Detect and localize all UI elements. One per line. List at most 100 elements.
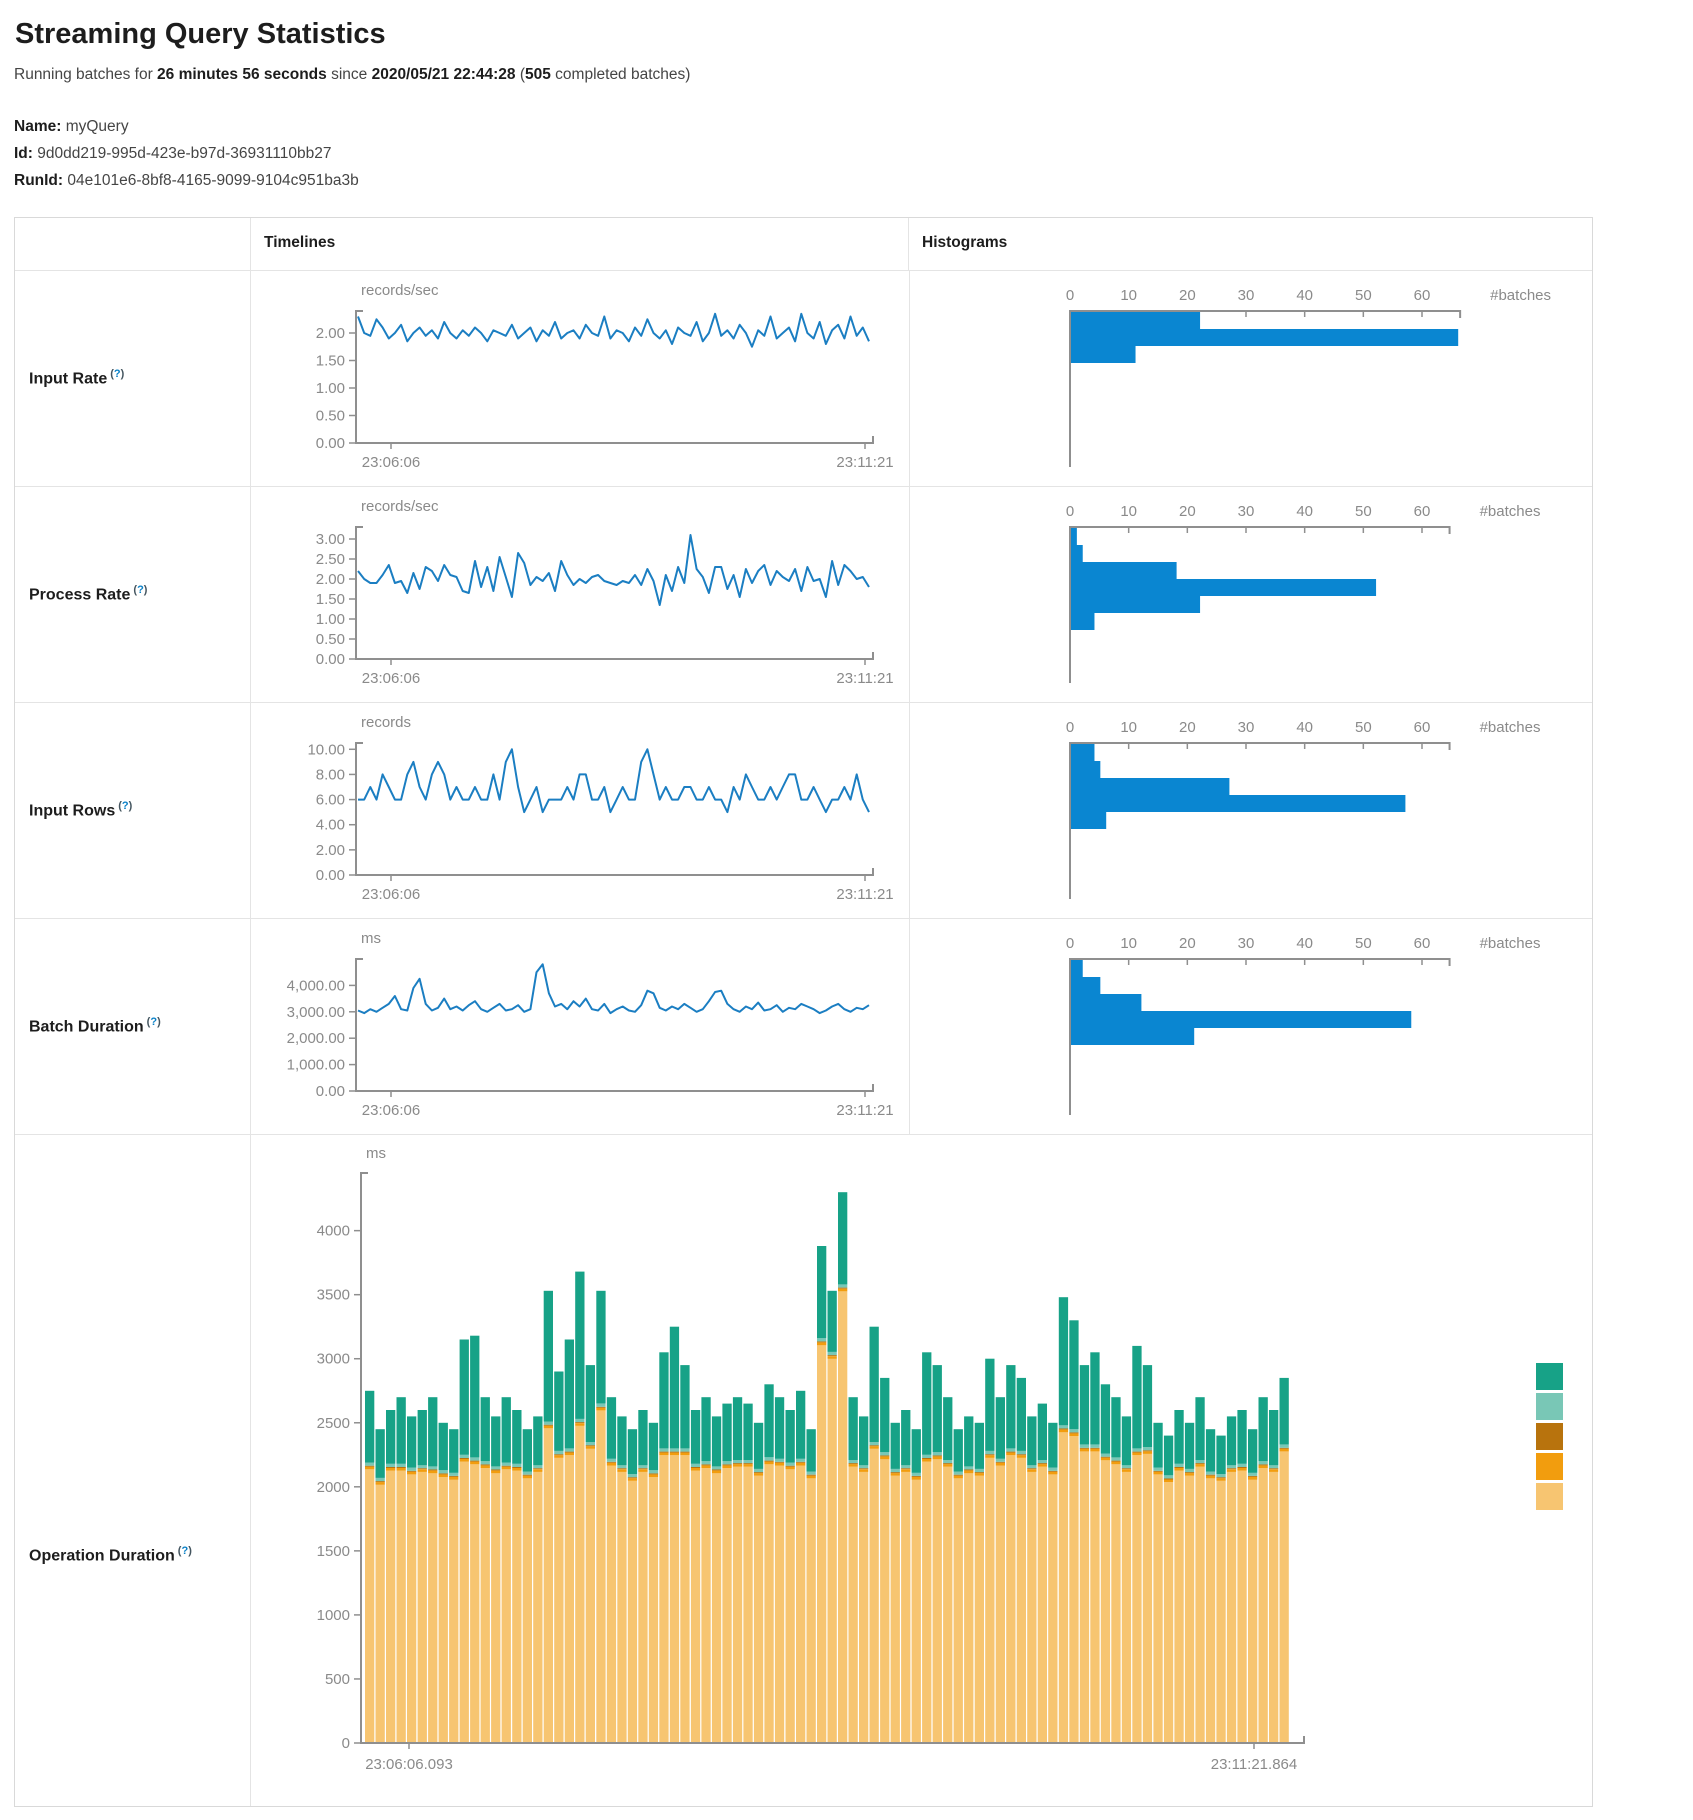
- table-header-row: Timelines Histograms: [15, 218, 1592, 270]
- svg-text:10: 10: [1120, 503, 1137, 520]
- batch-duration-help-hint[interactable]: (?): [146, 1016, 161, 1029]
- legend-swatch: [1536, 1363, 1563, 1390]
- svg-text:20: 20: [1179, 719, 1196, 736]
- table-row-input-rate: Input Rate (?) records/sec 0.00 0.50 1.00 1.5…: [15, 270, 1592, 486]
- svg-text:23:06:06: 23:06:06: [362, 454, 420, 471]
- table-row-operation-duration: Operation Duration (?) ms 0 500 1000 1500 2000…: [15, 1134, 1592, 1806]
- svg-text:2000: 2000: [317, 1479, 350, 1496]
- svg-text:0: 0: [1066, 719, 1074, 736]
- svg-text:2.00: 2.00: [316, 325, 345, 342]
- table-row-input-rows: Input Rows (?) records 0.00 2.00 4.00 6.00 8.0…: [15, 702, 1592, 918]
- svg-text:3.00: 3.00: [316, 531, 345, 548]
- table-row-batch-duration: Batch Duration (?) ms 0.00 1,000.00 2,000.00…: [15, 918, 1592, 1134]
- svg-text:0: 0: [1066, 935, 1074, 952]
- svg-text:#batches: #batches: [1480, 503, 1541, 520]
- svg-text:1.50: 1.50: [316, 353, 345, 370]
- svg-text:50: 50: [1355, 719, 1372, 736]
- legend-swatch: [1536, 1453, 1563, 1480]
- svg-text:0: 0: [342, 1735, 350, 1752]
- running-summary: Running batches for 26 minutes 56 second…: [14, 66, 691, 83]
- svg-text:23:06:06: 23:06:06: [362, 886, 420, 903]
- svg-text:20: 20: [1179, 287, 1196, 304]
- header-timelines: Timelines: [251, 218, 909, 270]
- svg-text:23:06:06.093: 23:06:06.093: [365, 1756, 453, 1773]
- batch-duration-histogram-chart: 0 10 20 30 40 50 60 #batches: [1066, 935, 1541, 1115]
- svg-text:0.00: 0.00: [316, 1083, 345, 1100]
- svg-text:23:11:21: 23:11:21: [836, 670, 893, 687]
- svg-text:10: 10: [1120, 935, 1137, 952]
- svg-text:1.00: 1.00: [316, 380, 345, 397]
- svg-text:30: 30: [1238, 287, 1255, 304]
- svg-text:2.00: 2.00: [316, 842, 345, 859]
- svg-text:60: 60: [1414, 503, 1431, 520]
- query-runid-line: RunId: 04e101e6-8bf8-4165-9099-9104c951b…: [14, 172, 359, 189]
- header-empty: [15, 218, 251, 270]
- query-id-line: Id: 9d0dd219-995d-423e-b97d-36931110bb27: [14, 145, 332, 162]
- input-rows-histogram-chart: 0 10 20 30 40 50 60 #batches: [1066, 719, 1541, 899]
- svg-text:23:11:21.864: 23:11:21.864: [1211, 1756, 1297, 1773]
- svg-text:#batches: #batches: [1480, 935, 1541, 952]
- svg-text:0.50: 0.50: [316, 631, 345, 648]
- svg-text:1.50: 1.50: [316, 591, 345, 608]
- svg-text:4,000.00: 4,000.00: [287, 977, 345, 994]
- svg-text:0.00: 0.00: [316, 867, 345, 884]
- svg-text:20: 20: [1179, 935, 1196, 952]
- svg-text:ms: ms: [366, 1145, 386, 1162]
- svg-text:ms: ms: [361, 930, 381, 947]
- svg-text:40: 40: [1296, 719, 1313, 736]
- svg-text:records/sec: records/sec: [361, 498, 439, 515]
- query-meta: Name: myQuery Id: 9d0dd219-995d-423e-b97…: [14, 113, 1693, 194]
- page-title: Streaming Query Statistics: [15, 18, 386, 50]
- process-rate-timeline-chart: records/sec 0.00 0.50 1.00 1.50 2.00 2.50 3.00 2…: [316, 498, 894, 687]
- row-label-batch-duration: Batch Duration (?): [15, 919, 251, 1134]
- svg-text:40: 40: [1296, 503, 1313, 520]
- statistics-table: Timelines Histograms Input Rate (?) recor…: [14, 217, 1593, 1807]
- operation-duration-help-hint[interactable]: (?): [177, 1545, 192, 1558]
- svg-text:1500: 1500: [317, 1543, 350, 1560]
- svg-text:30: 30: [1238, 719, 1255, 736]
- svg-text:30: 30: [1238, 503, 1255, 520]
- svg-text:23:11:21: 23:11:21: [836, 886, 893, 903]
- svg-text:23:06:06: 23:06:06: [362, 670, 420, 687]
- svg-text:40: 40: [1296, 935, 1313, 952]
- svg-text:4000: 4000: [317, 1223, 350, 1240]
- svg-text:20: 20: [1179, 503, 1196, 520]
- svg-text:0: 0: [1066, 503, 1074, 520]
- operation-duration-legend: [1536, 1363, 1563, 1513]
- process-rate-help-hint[interactable]: (?): [133, 584, 148, 597]
- svg-text:0: 0: [1066, 287, 1074, 304]
- svg-text:#batches: #batches: [1480, 719, 1541, 736]
- row-label-process-rate: Process Rate (?): [15, 487, 251, 702]
- row-label-operation-duration: Operation Duration (?): [15, 1135, 251, 1806]
- svg-text:50: 50: [1355, 503, 1372, 520]
- operation-duration-stacked-chart: ms 0 500 1000 1500 2000 2500 3000 3500 4000 23:06:…: [317, 1145, 1305, 1773]
- svg-text:10.00: 10.00: [307, 741, 345, 758]
- svg-text:2500: 2500: [317, 1415, 350, 1432]
- svg-text:3,000.00: 3,000.00: [287, 1004, 345, 1021]
- header-histograms: Histograms: [922, 234, 1008, 251]
- svg-text:40: 40: [1296, 287, 1313, 304]
- svg-text:60: 60: [1414, 935, 1431, 952]
- svg-text:10: 10: [1120, 287, 1137, 304]
- svg-text:23:06:06: 23:06:06: [362, 1102, 420, 1119]
- row-label-input-rows: Input Rows (?): [15, 703, 251, 918]
- input-rate-histogram-chart: 0 10 20 30 40 50 60 #batches: [1066, 287, 1551, 467]
- process-rate-histogram-chart: 0 10 20 30 40 50 60 #batches: [1066, 503, 1541, 683]
- svg-text:3500: 3500: [317, 1287, 350, 1304]
- input-rate-help-hint[interactable]: (?): [110, 368, 125, 381]
- input-rows-help-hint[interactable]: (?): [118, 800, 133, 813]
- svg-text:1000: 1000: [317, 1607, 350, 1624]
- svg-text:60: 60: [1414, 719, 1431, 736]
- svg-text:2,000.00: 2,000.00: [287, 1030, 345, 1047]
- table-row-process-rate: Process Rate (?) records/sec 0.00 0.50 1.00 1…: [15, 486, 1592, 702]
- svg-text:2.00: 2.00: [316, 571, 345, 588]
- svg-text:60: 60: [1414, 287, 1431, 304]
- svg-text:0.50: 0.50: [316, 408, 345, 425]
- svg-text:8.00: 8.00: [316, 766, 345, 783]
- svg-text:0.00: 0.00: [316, 651, 345, 668]
- svg-text:23:11:21: 23:11:21: [836, 454, 893, 471]
- svg-text:#batches: #batches: [1490, 287, 1551, 304]
- svg-text:1.00: 1.00: [316, 611, 345, 628]
- svg-text:30: 30: [1238, 935, 1255, 952]
- legend-swatch: [1536, 1423, 1563, 1450]
